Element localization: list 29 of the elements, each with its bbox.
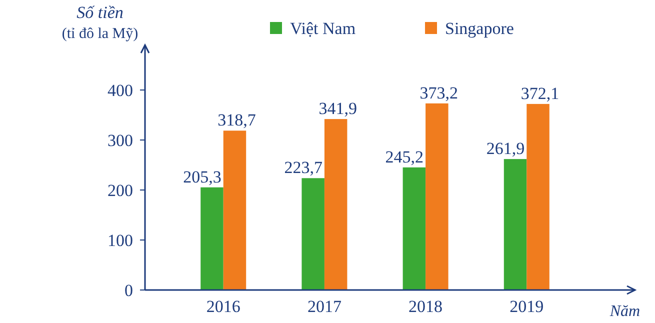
data-label: 341,9 bbox=[318, 99, 357, 118]
y-axis-title: Số tiền (tỉ đô la Mỹ) bbox=[62, 3, 138, 42]
x-tick-label: 2016 bbox=[206, 297, 240, 316]
y-tick-label: 200 bbox=[108, 180, 133, 200]
data-label: 261,9 bbox=[486, 139, 525, 158]
bar bbox=[324, 119, 348, 290]
x-tick-label: 2017 bbox=[307, 297, 342, 316]
y-tick-label: 100 bbox=[108, 230, 133, 250]
y-tick-label: 300 bbox=[108, 130, 133, 150]
y-tick-label: 400 bbox=[108, 80, 133, 100]
legend-label: Singapore bbox=[445, 18, 514, 38]
data-label: 373,2 bbox=[420, 83, 458, 102]
bar bbox=[302, 178, 324, 290]
data-label: 205,3 bbox=[183, 167, 222, 186]
x-axis-title: Năm bbox=[608, 303, 640, 320]
data-label: 223,7 bbox=[284, 158, 323, 178]
x-tick-label: 2018 bbox=[408, 297, 443, 316]
data-label: 245,2 bbox=[385, 147, 424, 166]
bar bbox=[526, 104, 550, 290]
data-label: 372,1 bbox=[520, 84, 560, 103]
bar bbox=[200, 187, 224, 290]
x-tick-label: 2019 bbox=[510, 297, 544, 316]
bar bbox=[402, 167, 426, 290]
bar bbox=[223, 130, 246, 290]
bar bbox=[426, 103, 448, 290]
y-tick-label: 0 bbox=[124, 280, 133, 300]
data-label: 318,7 bbox=[218, 110, 256, 130]
bar bbox=[504, 159, 527, 290]
legend-label: Việt Nam bbox=[290, 18, 356, 38]
